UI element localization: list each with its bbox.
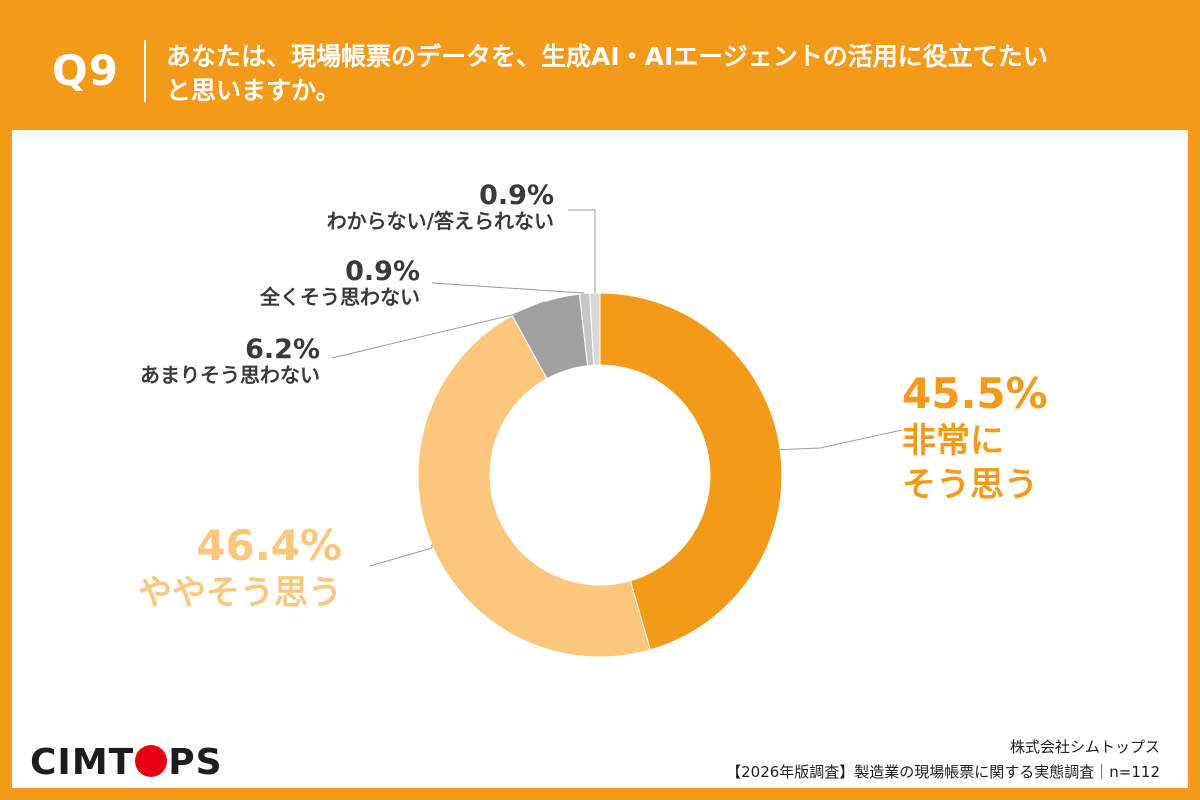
category-label-0-1: そう思う bbox=[902, 465, 1038, 505]
question-line-1: あなたは、現場帳票のデータを、生成AI・AIエージェントの活用に役立てたい bbox=[166, 42, 1048, 71]
category-label-1-0: ややそう思う bbox=[138, 573, 342, 613]
chart-panel: 45.5% 非常に そう思う 46.4% ややそう思う 6.2% あまりそう思わない 0.9%… bbox=[12, 130, 1188, 788]
value-label-4: 0.9% bbox=[479, 180, 554, 211]
slice-4 bbox=[589, 292, 601, 366]
category-label-2-0: あまりそう思わない bbox=[140, 363, 320, 387]
header: Q9 あなたは、現場帳票のデータを、生成AI・AIエージェントの活用に役立てたい… bbox=[0, 0, 1200, 130]
value-label-1: 46.4% bbox=[196, 521, 342, 570]
leader-line-3 bbox=[431, 282, 585, 295]
survey-source: 【2026年版調査】製造業の現場帳票に関する実態調査｜n=112 bbox=[726, 763, 1160, 781]
category-label-0-0: 非常に bbox=[902, 421, 1004, 461]
leader-line-2 bbox=[331, 301, 545, 359]
question-number: Q9 bbox=[52, 46, 119, 95]
slice-1 bbox=[417, 314, 651, 658]
value-label-2: 6.2% bbox=[245, 334, 320, 365]
leader-line-4 bbox=[568, 209, 596, 294]
question-text: あなたは、現場帳票のデータを、生成AI・AIエージェントの活用に役立てたい と思… bbox=[166, 40, 1146, 108]
cimtops-logo: CIMT PS bbox=[30, 742, 223, 783]
category-label-4-0: わからない/答えられない bbox=[327, 209, 554, 233]
logo-text-end: PS bbox=[168, 742, 223, 783]
slice-0 bbox=[599, 292, 783, 651]
header-divider bbox=[144, 40, 146, 102]
question-line-2: と思いますか。 bbox=[166, 76, 341, 105]
logo-text-start: CIMT bbox=[30, 742, 135, 783]
value-label-3: 0.9% bbox=[345, 256, 420, 287]
logo-red-dot bbox=[135, 745, 168, 777]
category-label-3-0: 全くそう思わない bbox=[259, 285, 420, 309]
leader-line-0 bbox=[780, 429, 903, 451]
company-name: 株式会社シムトップス bbox=[1009, 738, 1160, 756]
value-label-0: 45.5% bbox=[902, 369, 1048, 418]
leader-line-1 bbox=[369, 544, 433, 567]
